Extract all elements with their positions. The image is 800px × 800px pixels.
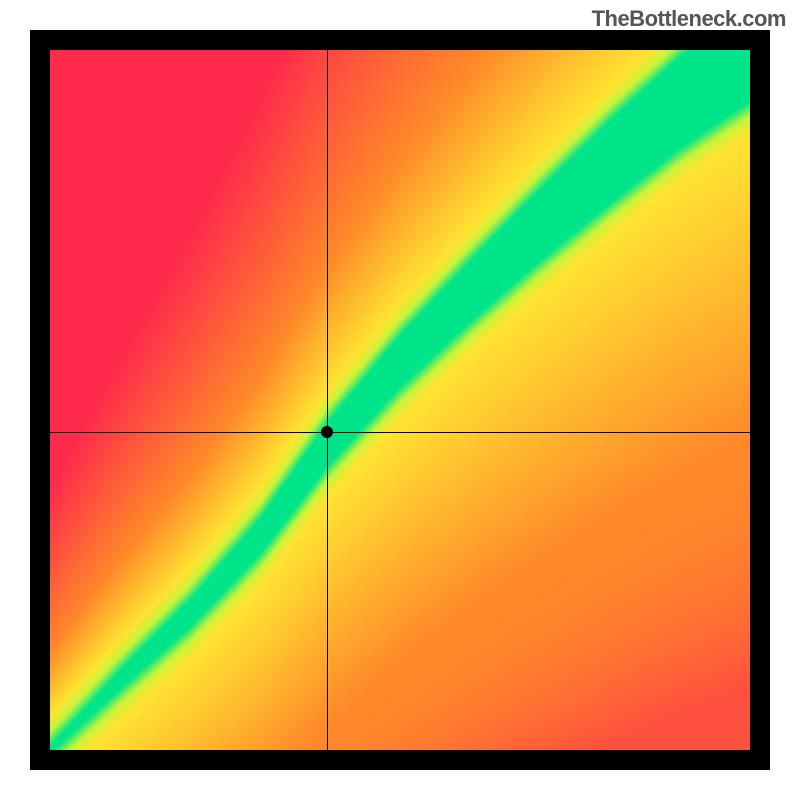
chart-container: TheBottleneck.com	[0, 0, 800, 800]
plot-frame	[30, 30, 770, 770]
attribution-text: TheBottleneck.com	[592, 6, 786, 32]
plot-area	[50, 50, 750, 750]
crosshair-horizontal	[50, 432, 750, 433]
heatmap-canvas	[50, 50, 750, 750]
marker-dot	[321, 426, 333, 438]
crosshair-vertical	[327, 50, 328, 750]
